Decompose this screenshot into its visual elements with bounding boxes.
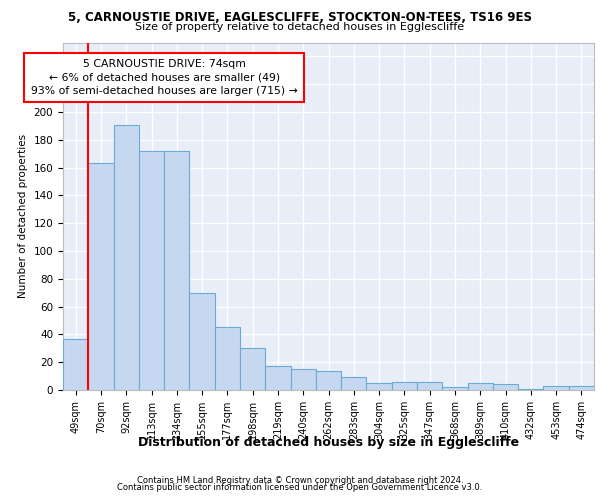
Bar (569, 386, 594, 390)
Bar (467, 383, 493, 390)
Bar (316, 370, 341, 390)
Bar (164, 151, 190, 390)
Bar (417, 382, 442, 390)
Y-axis label: Number of detached properties: Number of detached properties (18, 134, 28, 298)
Bar (392, 382, 417, 390)
Text: Distribution of detached houses by size in Egglescliffe: Distribution of detached houses by size … (138, 436, 520, 449)
Bar (240, 348, 265, 390)
Bar (442, 387, 467, 390)
Bar (63, 338, 88, 390)
Text: 5, CARNOUSTIE DRIVE, EAGLESCLIFFE, STOCKTON-ON-TEES, TS16 9ES: 5, CARNOUSTIE DRIVE, EAGLESCLIFFE, STOCK… (68, 11, 532, 24)
Bar (341, 378, 367, 390)
Bar (493, 384, 518, 390)
Text: Size of property relative to detached houses in Egglescliffe: Size of property relative to detached ho… (136, 22, 464, 32)
Bar (544, 386, 569, 390)
Bar (518, 388, 544, 390)
Bar (265, 366, 290, 390)
Text: 5 CARNOUSTIE DRIVE: 74sqm
← 6% of detached houses are smaller (49)
93% of semi-d: 5 CARNOUSTIE DRIVE: 74sqm ← 6% of detach… (31, 59, 298, 96)
Bar (139, 151, 164, 390)
Bar (290, 369, 316, 390)
Text: Contains public sector information licensed under the Open Government Licence v3: Contains public sector information licen… (118, 484, 482, 492)
Text: Contains HM Land Registry data © Crown copyright and database right 2024.: Contains HM Land Registry data © Crown c… (137, 476, 463, 485)
Bar (367, 383, 392, 390)
Bar (215, 328, 240, 390)
Bar (190, 292, 215, 390)
Bar (113, 124, 139, 390)
Bar (88, 164, 113, 390)
